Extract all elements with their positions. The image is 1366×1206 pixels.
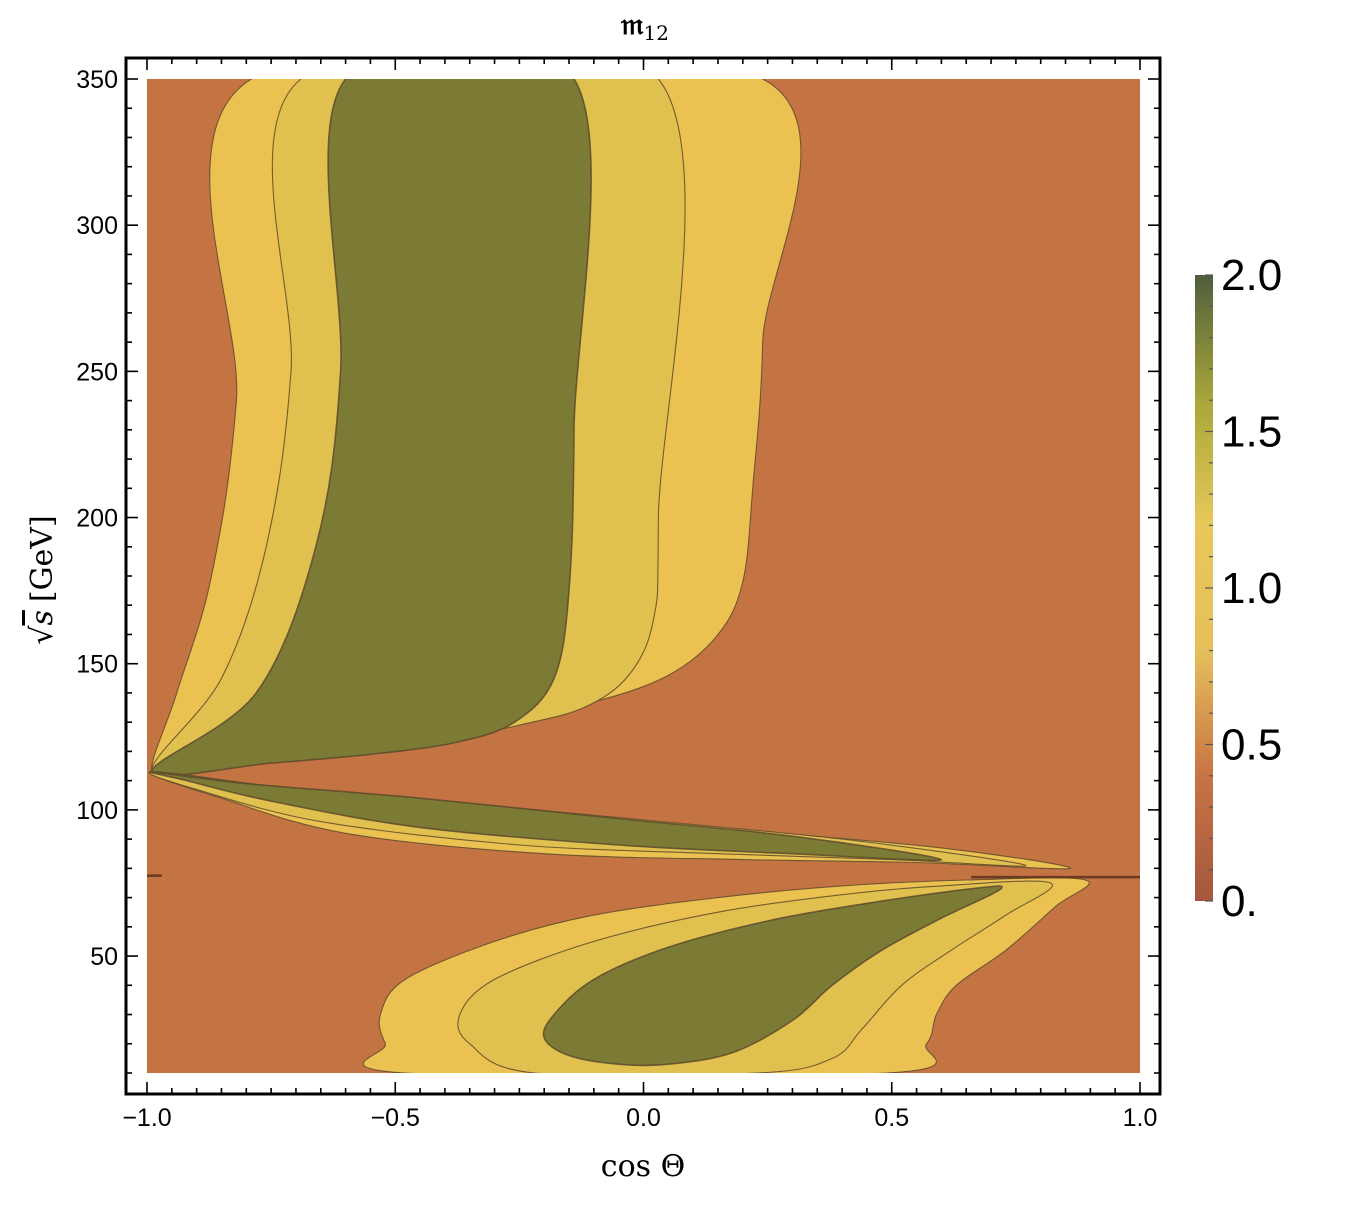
x-axis-label: cos Θ	[601, 1149, 685, 1184]
chart-title: 𝔪12	[620, 7, 669, 45]
upper-band-top-region	[151, 79, 592, 777]
colorbar-tick-label: 2.0	[1221, 251, 1282, 300]
chart-title-subscript: 12	[644, 21, 669, 45]
colorbar-tick-label: 0.5	[1221, 721, 1282, 770]
y-axis-label: √s [GeV]	[25, 515, 60, 644]
y-axis-label-root: √	[25, 625, 60, 645]
colorbar-tick-label: 1.5	[1221, 408, 1282, 457]
axes: −1.0 −0.5 0.0 0.5 1.0 50 100 150 200 250 300 350	[76, 56, 1162, 1132]
x-tick-label: 0.0	[626, 1104, 661, 1132]
colorbar-tick-label: 0.	[1221, 877, 1258, 926]
x-tick-label: −0.5	[371, 1104, 420, 1132]
contour-regions	[147, 79, 1140, 1073]
middle-band-top-region	[149, 771, 943, 862]
y-tick-label: 100	[76, 797, 118, 825]
colorbar-tick-label: 1.0	[1221, 564, 1282, 613]
y-tick-label: 200	[76, 505, 118, 533]
y-axis-label-var: s	[25, 610, 60, 625]
y-tick-label: 250	[76, 358, 118, 386]
y-tick-label: 350	[76, 66, 118, 94]
lower-band-top-region	[542, 885, 1003, 1067]
svg-text:√s[GeV]: √s [GeV]	[25, 515, 60, 644]
x-tick-label: −1.0	[122, 1104, 171, 1132]
colorbar: 0. 0.5 1.0 1.5 2.0	[1195, 251, 1282, 926]
y-tick-label: 50	[90, 943, 118, 971]
x-tick-label: 1.0	[1123, 1104, 1158, 1132]
y-tick-label: 150	[76, 651, 118, 679]
x-tick-label: 0.5	[874, 1104, 909, 1132]
y-tick-label: 300	[76, 212, 118, 240]
y-axis-label-unit: [GeV]	[25, 515, 60, 602]
